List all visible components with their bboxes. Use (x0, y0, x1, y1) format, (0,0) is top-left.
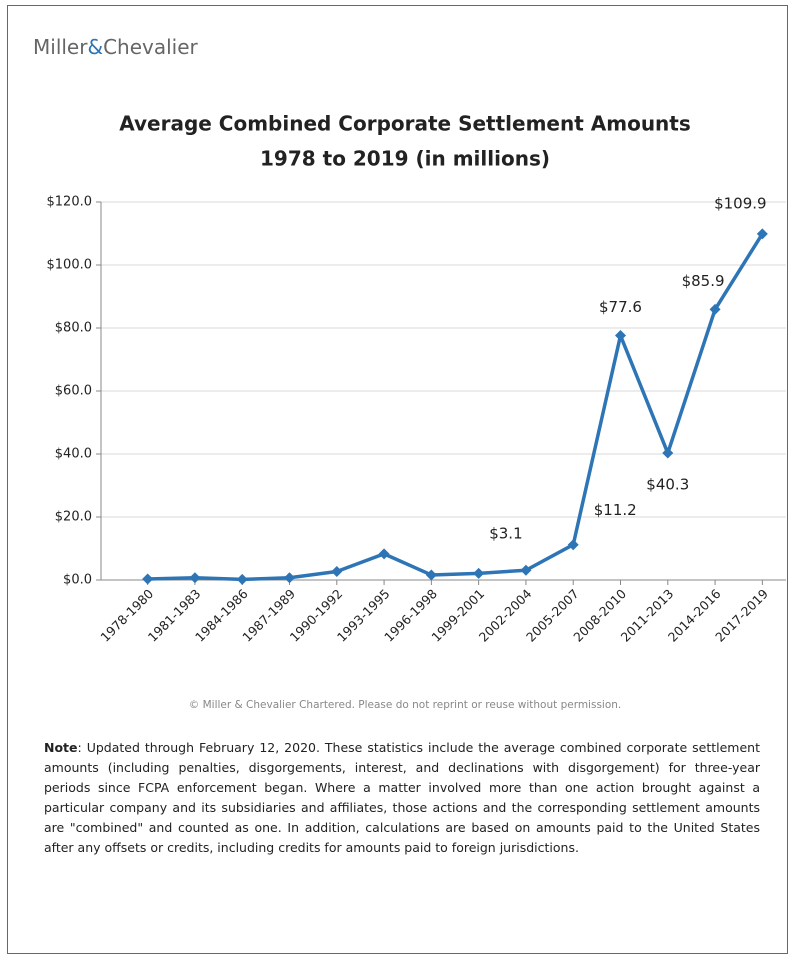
line (147, 232, 764, 582)
y-tick-label: $0.0 (63, 573, 92, 588)
brand-amp: & (87, 35, 103, 59)
marker (662, 447, 674, 459)
data-label: $3.1 (489, 525, 522, 543)
chart-subtitle: 1978 to 2019 (in millions) (260, 147, 550, 171)
marker (142, 573, 154, 585)
note: Note: Updated through February 12, 2020.… (44, 738, 760, 858)
marker (520, 564, 532, 576)
marker (425, 569, 437, 581)
data-label: $77.6 (599, 298, 642, 316)
brand: Miller&Chevalier (33, 35, 199, 59)
marker (709, 303, 721, 315)
data-label: $40.3 (646, 476, 689, 494)
marker (284, 572, 295, 584)
y-tick-label: $40.0 (55, 447, 92, 462)
marker (473, 567, 485, 579)
data-label: $85.9 (682, 272, 725, 290)
data-label: $109.9 (714, 194, 767, 212)
frame (7, 5, 788, 954)
copyright: © Miller & Chevalier Chartered. Please d… (189, 699, 622, 711)
marker (756, 228, 768, 240)
y-tick-label: $20.0 (55, 510, 92, 525)
brand-first: Miller (33, 35, 88, 59)
y-tick-label: $80.0 (55, 321, 92, 336)
marker (236, 573, 248, 585)
note-label: Note (44, 740, 78, 755)
marker (331, 565, 343, 577)
chart-title: Average Combined Corporate Settlement Am… (119, 112, 691, 136)
note-text: : Updated through February 12, 2020. The… (44, 740, 760, 855)
data-label: $11.2 (594, 501, 637, 519)
marker (378, 548, 390, 560)
marker (189, 572, 201, 584)
brand-second: Chevalier (103, 35, 198, 59)
y-tick-label: $120.0 (47, 195, 93, 210)
y-tick-label: $60.0 (55, 384, 92, 399)
y-tick-label: $100.0 (47, 258, 93, 273)
marker (615, 330, 626, 342)
marker (567, 539, 579, 551)
